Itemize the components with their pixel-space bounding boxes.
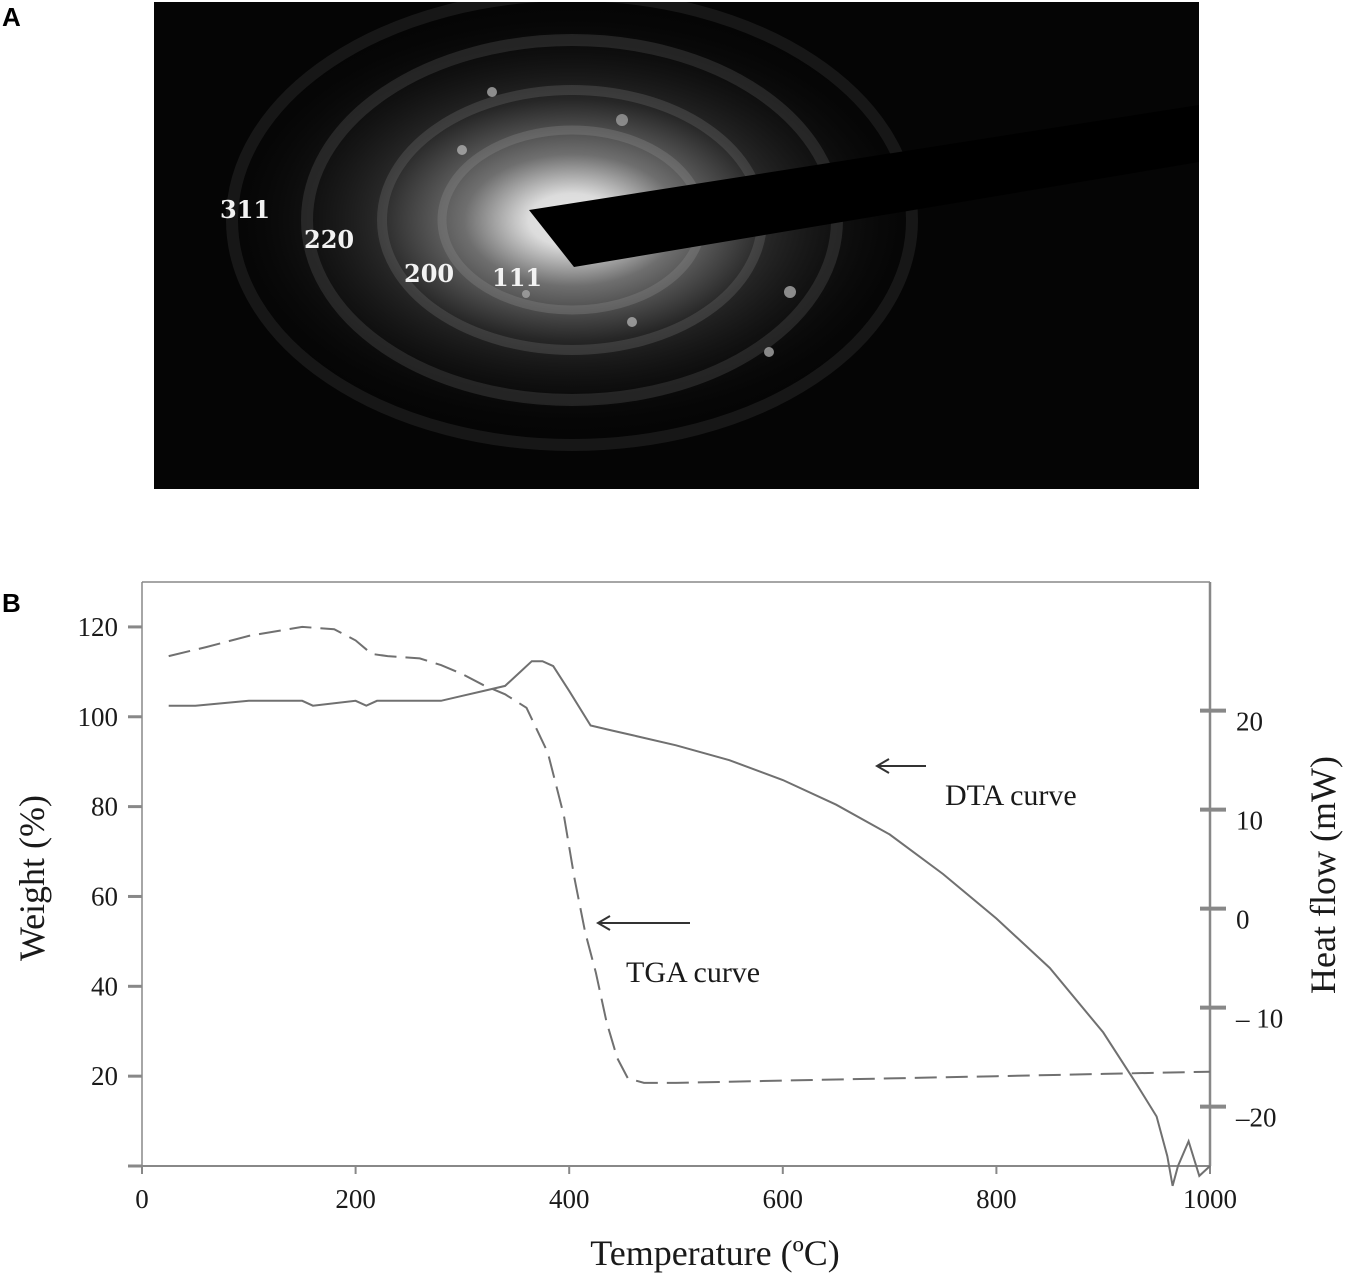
- dta-label: DTA curve: [945, 779, 1077, 812]
- left-tick-label: 100: [78, 702, 119, 732]
- dta-annotation: DTA curve: [875, 758, 1077, 812]
- dta-arrow-head: [875, 758, 890, 774]
- right-tick-label: – 10: [1235, 1004, 1283, 1034]
- dta-curve-line: [168, 660, 1211, 1187]
- left-tick-label: 80: [91, 792, 118, 822]
- x-tick-label: 0: [135, 1184, 149, 1214]
- tga-curve-line: [168, 625, 1211, 1084]
- left-tick-label: 40: [91, 971, 118, 1001]
- left-tick-label: 20: [91, 1061, 118, 1091]
- tga-dta-chart: 0 200 400 600 800 1000 20 40 60 80 100 120 20 10 0– …: [0, 560, 1350, 1280]
- right-tick-label: 10: [1236, 806, 1263, 836]
- ring-311: [226, 2, 918, 451]
- beam-stopper: [529, 105, 1199, 267]
- x-axis-title: Temperature (ºC): [590, 1233, 840, 1273]
- right-tick-label: –20: [1235, 1103, 1277, 1133]
- left-axis-title: Weight (%): [12, 795, 52, 961]
- panel-label-b: B: [2, 588, 21, 618]
- tga-arrow-head: [596, 915, 611, 931]
- diffraction-spots: [457, 87, 796, 357]
- x-tick-label: 400: [549, 1184, 590, 1214]
- plot-frame: [141, 581, 1212, 1167]
- right-axis-title: Heat flow (mW): [1303, 756, 1343, 994]
- left-tick-label: 120: [78, 612, 119, 642]
- x-tick-label: 200: [335, 1184, 376, 1214]
- right-tick-label: 0: [1236, 905, 1250, 935]
- x-tick-label: 1000: [1183, 1184, 1237, 1214]
- panel-label-a: A: [2, 2, 21, 32]
- x-tick-label: 800: [976, 1184, 1017, 1214]
- diffraction-image: 311 220 200 111: [154, 2, 1199, 489]
- ring-label-111: 111: [492, 263, 542, 292]
- x-tick-label: 600: [763, 1184, 804, 1214]
- diffraction-pattern: 311 220 200 111: [154, 2, 1199, 489]
- tga-annotation: TGA curve: [596, 915, 760, 989]
- ring-label-311: 311: [220, 195, 270, 224]
- ring-label-200: 200: [404, 259, 454, 288]
- right-tick-label: 20: [1236, 707, 1263, 737]
- tga-label: TGA curve: [626, 956, 760, 989]
- left-tick-label: 60: [91, 881, 118, 911]
- ring-label-220: 220: [304, 225, 354, 254]
